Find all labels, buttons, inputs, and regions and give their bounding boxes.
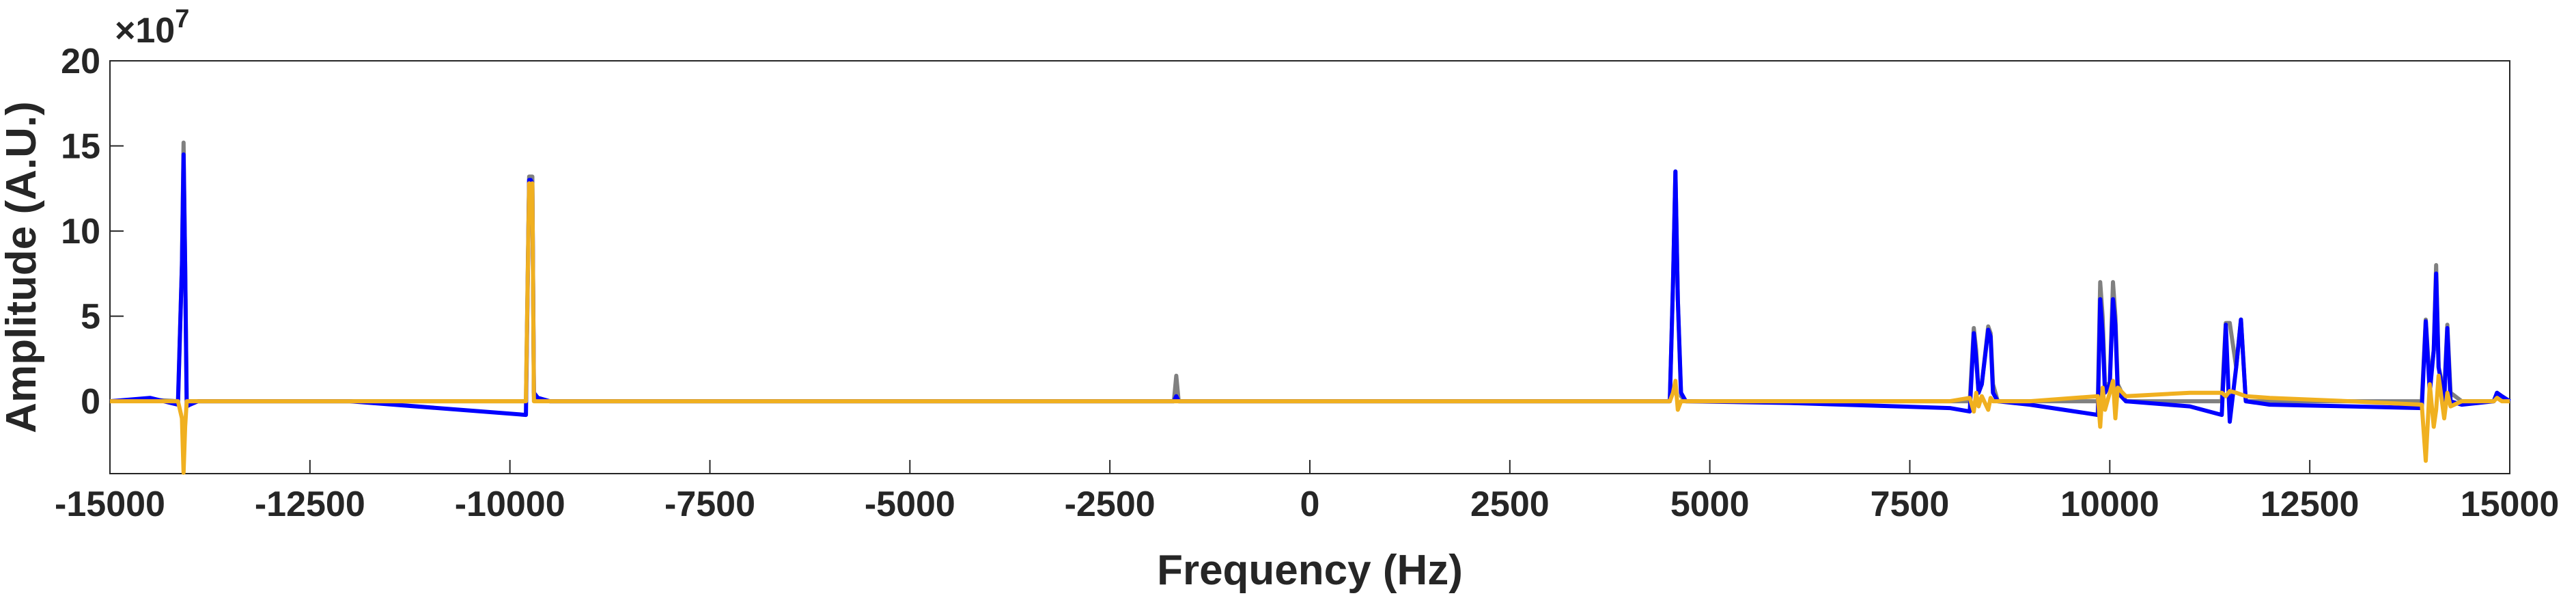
y-axis-label: Amplitude (A.U.) (0, 101, 45, 433)
x-tick-label: -7500 (664, 485, 755, 524)
x-tick-label: -12500 (255, 485, 365, 524)
y-tick-label: 15 (61, 127, 100, 167)
series-line (110, 181, 2510, 475)
y-multiplier-exponent: 7 (175, 5, 189, 33)
x-tick-label: 5000 (1670, 485, 1750, 524)
x-tick-label: 0 (1300, 485, 1320, 524)
y-tick-label: 20 (61, 42, 100, 81)
x-axis-label: Frequency (Hz) (1157, 547, 1463, 594)
x-tick-label: 10000 (2060, 485, 2159, 524)
y-multiplier-base: ×10 (115, 11, 175, 51)
x-tick-label: 12500 (2260, 485, 2360, 524)
x-tick-label: -5000 (865, 485, 955, 524)
x-tick-label: 15000 (2461, 485, 2560, 524)
y-tick-label: 0 (81, 382, 100, 422)
series-line (109, 152, 2511, 424)
x-tick-label: -2500 (1065, 485, 1156, 524)
x-tick-label: 2500 (1470, 485, 1550, 524)
x-tick-label: -15000 (55, 485, 165, 524)
series-line (109, 140, 2511, 404)
y-multiplier: ×107 (115, 5, 189, 51)
x-tick-label: 7500 (1871, 485, 1950, 524)
y-tick-label: 5 (81, 297, 100, 337)
x-tick-label: -10000 (455, 485, 565, 524)
y-tick-label: 10 (61, 212, 100, 252)
